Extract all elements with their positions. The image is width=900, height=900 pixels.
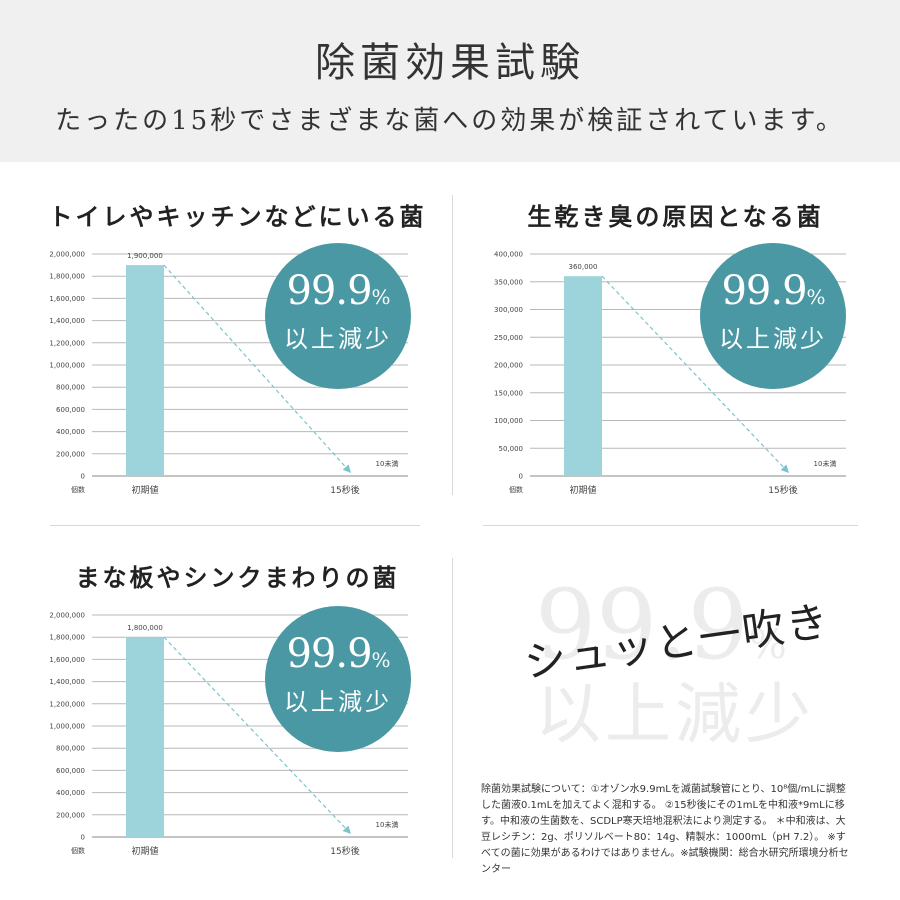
chart-panel-kitchen: トイレやキッチンなどにいる菌 2,000,000 1,800,000 1,600,0… (40, 197, 435, 537)
y-tick-label: 200,000 (494, 362, 523, 370)
chart-panel-cutting-board: まな板やシンクまわりの菌 2,000,000 1,800,000 1,600,000… (40, 558, 435, 898)
y-tick-label: 1,600,000 (49, 656, 85, 664)
y-tick-label: 350,000 (494, 278, 523, 286)
reduction-arrow (163, 636, 352, 835)
x-category-label: 初期値 (131, 484, 158, 496)
y-tick-label: 200,000 (56, 811, 85, 819)
header: 除菌効果試験 たったの15秒でさまざまな菌への効果が検証されています。 (0, 0, 900, 162)
bar (126, 637, 164, 837)
y-tick-label: 1,000,000 (49, 723, 85, 731)
footnote: 除菌効果試験について：①オゾン水9.9mLを滅菌試験管にとり、10⁸個/mLに調… (481, 784, 849, 875)
chart-panel-odor: 生乾き臭の原因となる菌 400,000 350,000 300,000 250,000… (478, 197, 873, 537)
page-subtitle: たったの15秒でさまざまな菌への効果が検証されています。 (55, 106, 845, 136)
y-tick-label: 400,000 (56, 428, 85, 436)
arrow-head (342, 464, 351, 473)
y-tick-label: 1,800,000 (49, 634, 85, 642)
horizontal-divider (50, 525, 420, 526)
y-tick-label: 600,000 (56, 406, 85, 414)
badge-percent: 99.9% (286, 268, 390, 314)
y-tick-label: 2,000,000 (49, 612, 85, 620)
bar-value-label: 10未満 (376, 459, 399, 468)
horizontal-divider (483, 525, 858, 526)
y-axis-unit: 個数 (71, 846, 85, 855)
y-axis-unit: 個数 (71, 485, 85, 494)
reduction-badge: 99.9% 以上減少 (265, 243, 411, 389)
y-tick-label: 1,200,000 (49, 339, 85, 347)
reduction-arrow (601, 275, 790, 474)
bar-value-label: 10未満 (376, 820, 399, 829)
reduction-arrow (163, 264, 352, 474)
background-percent-text: 99.9% (535, 569, 787, 681)
y-tick-label: 800,000 (56, 745, 85, 753)
y-tick-label: 300,000 (494, 306, 523, 314)
y-tick-label: 0 (81, 473, 85, 481)
background-reduction-text: 以上減少 (535, 676, 815, 753)
vertical-divider (452, 195, 453, 495)
reduction-badge: 99.9% 以上減少 (265, 606, 411, 752)
badge-percent: 99.9% (286, 631, 390, 677)
bar (126, 265, 164, 476)
y-tick-label: 250,000 (494, 334, 523, 342)
badge-percent: 99.9% (721, 268, 825, 314)
x-category-label: 15秒後 (768, 484, 797, 496)
y-tick-label: 400,000 (56, 789, 85, 797)
y-tick-label: 1,400,000 (49, 317, 85, 325)
y-axis-unit: 個数 (509, 485, 523, 494)
arrow-head (780, 464, 789, 473)
bar-value-label: 360,000 (569, 263, 598, 271)
x-category-label: 15秒後 (330, 484, 359, 496)
y-tick-label: 600,000 (56, 767, 85, 775)
bar-value-label: 1,800,000 (127, 624, 163, 632)
badge-label: 以上減少 (719, 325, 827, 353)
x-category-label: 15秒後 (330, 845, 359, 857)
bar-chart: 2,000,000 1,800,000 1,600,000 1,400,000 1,20… (49, 251, 408, 496)
y-tick-label: 100,000 (494, 417, 523, 425)
reduction-badge: 99.9% 以上減少 (700, 243, 846, 389)
panel-title: 生乾き臭の原因となる菌 (527, 203, 824, 231)
bar-value-label: 10未満 (814, 459, 837, 468)
x-category-label: 初期値 (131, 845, 158, 857)
y-tick-label: 1,000,000 (49, 362, 85, 370)
vertical-divider (452, 558, 453, 858)
y-tick-label: 400,000 (494, 251, 523, 259)
y-tick-label: 1,400,000 (49, 678, 85, 686)
panel-title: まな板やシンクまわりの菌 (75, 564, 400, 592)
y-tick-label: 2,000,000 (49, 251, 85, 259)
bar-chart: 400,000 350,000 300,000 250,000 200,000 150,0… (494, 251, 846, 496)
y-tick-label: 1,200,000 (49, 700, 85, 708)
y-tick-label: 800,000 (56, 384, 85, 392)
bar-value-label: 1,900,000 (127, 252, 163, 260)
arrow-head (342, 825, 351, 834)
y-tick-label: 0 (519, 473, 523, 481)
y-tick-label: 150,000 (494, 389, 523, 397)
panel-title: トイレやキッチンなどにいる菌 (48, 203, 427, 231)
y-tick-label: 50,000 (499, 445, 524, 453)
page-title: 除菌効果試験 (315, 40, 585, 86)
badge-label: 以上減少 (284, 325, 392, 353)
x-category-label: 初期値 (569, 484, 596, 496)
y-tick-label: 200,000 (56, 450, 85, 458)
y-tick-label: 1,800,000 (49, 273, 85, 281)
bar (564, 276, 602, 476)
y-tick-label: 0 (81, 834, 85, 842)
y-tick-label: 1,600,000 (49, 295, 85, 303)
badge-label: 以上減少 (284, 688, 392, 716)
